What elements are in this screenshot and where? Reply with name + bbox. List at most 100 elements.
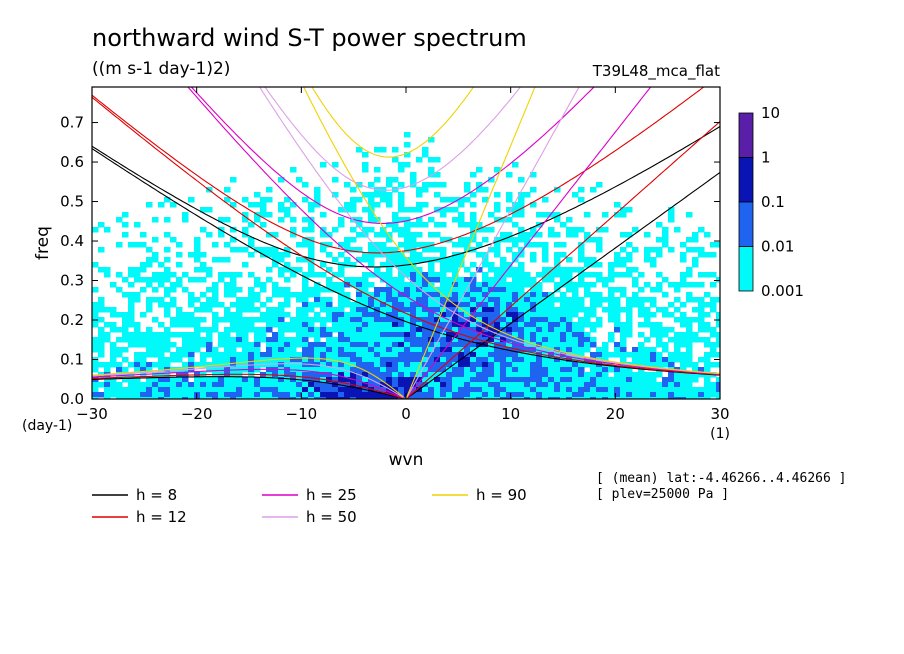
heat-cell: [680, 282, 687, 288]
heat-cell: [434, 312, 441, 318]
heat-cell: [596, 242, 603, 248]
heat-cell: [320, 357, 327, 363]
heat-cell: [356, 232, 363, 238]
heat-cell: [314, 292, 321, 298]
heat-cell: [512, 267, 519, 273]
heat-cell: [644, 307, 651, 313]
heat-cell: [680, 387, 687, 393]
heat-cell: [218, 317, 225, 323]
heat-cell: [536, 232, 543, 238]
heat-cell: [512, 302, 519, 308]
heat-cell: [536, 312, 543, 318]
heat-cell: [470, 172, 477, 178]
heat-cell: [464, 297, 471, 303]
heat-cell: [374, 352, 381, 358]
heat-cell: [428, 277, 435, 283]
heat-cell: [338, 287, 345, 293]
heat-cell: [434, 207, 441, 213]
heat-cell: [614, 367, 621, 373]
heat-cell: [188, 252, 195, 258]
heat-cell: [332, 162, 339, 168]
heat-cell: [338, 302, 345, 308]
heat-cell: [458, 397, 465, 399]
heat-cell: [200, 267, 207, 273]
heat-cell: [362, 352, 369, 358]
heat-cell: [314, 332, 321, 338]
heat-cell: [428, 372, 435, 378]
heat-cell: [290, 372, 297, 378]
heat-cell: [548, 387, 555, 393]
heat-cell: [170, 237, 177, 243]
heat-cell: [578, 327, 585, 333]
heat-cell: [122, 377, 129, 383]
heat-cell: [704, 337, 711, 343]
heat-cell: [656, 392, 663, 398]
heat-cell: [470, 232, 477, 238]
heat-cell: [596, 277, 603, 283]
heat-cell: [338, 377, 345, 383]
heat-cell: [584, 377, 591, 383]
heat-cell: [200, 362, 207, 368]
x-tick-label: 10: [501, 405, 520, 423]
heat-cell: [266, 342, 273, 348]
heat-cell: [464, 182, 471, 188]
heat-cell: [512, 397, 519, 399]
heat-cell: [578, 397, 585, 399]
heat-cell: [530, 317, 537, 323]
heat-cell: [368, 247, 375, 253]
heat-cell: [590, 312, 597, 318]
heat-cell: [602, 392, 609, 398]
heat-cell: [566, 392, 573, 398]
heat-cell: [134, 367, 141, 373]
heat-cell: [530, 187, 537, 193]
heat-cell: [320, 247, 327, 253]
heat-cell: [488, 302, 495, 308]
heat-cell: [422, 342, 429, 348]
heat-cell: [548, 357, 555, 363]
heat-cell: [362, 272, 369, 278]
heat-cell: [128, 292, 135, 298]
heat-cell: [554, 392, 561, 398]
heat-cell: [392, 262, 399, 268]
heat-cell: [458, 277, 465, 283]
heat-cell: [398, 352, 405, 358]
heat-cell: [626, 302, 633, 308]
heat-cell: [578, 382, 585, 388]
heat-cell: [608, 302, 615, 308]
heat-cell: [446, 312, 453, 318]
heat-cell: [458, 322, 465, 328]
heat-cell: [194, 247, 201, 253]
heat-cell: [368, 217, 375, 223]
heat-cell: [494, 292, 501, 298]
heat-cell: [686, 377, 693, 383]
heat-cell: [164, 397, 171, 399]
heat-cell: [710, 332, 717, 338]
heat-cell: [158, 387, 165, 393]
heat-cell: [290, 232, 297, 238]
heat-cell: [332, 342, 339, 348]
heat-cell: [260, 332, 267, 338]
heat-cell: [536, 372, 543, 378]
heat-cell: [266, 377, 273, 383]
heat-cell: [278, 322, 285, 328]
heat-cell: [302, 307, 309, 313]
heat-cell: [644, 382, 651, 388]
heat-cell: [98, 352, 105, 358]
heat-cell: [662, 357, 669, 363]
heat-cell: [254, 387, 261, 393]
heat-cell: [434, 337, 441, 343]
heat-cell: [362, 347, 369, 353]
heat-cell: [98, 337, 105, 343]
heat-cell: [152, 387, 159, 393]
heat-cell: [392, 212, 399, 218]
heat-cell: [272, 307, 279, 313]
heat-cell: [488, 372, 495, 378]
heat-cell: [560, 332, 567, 338]
dispersion-curve: [92, 96, 720, 376]
heat-cell: [314, 357, 321, 363]
heat-cell: [512, 237, 519, 243]
heat-cell: [482, 287, 489, 293]
heat-cell: [110, 347, 117, 353]
x-tick-label: −30: [76, 405, 108, 423]
heat-cell: [134, 397, 141, 399]
